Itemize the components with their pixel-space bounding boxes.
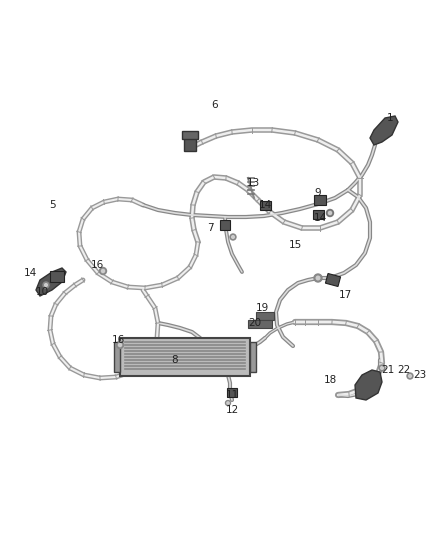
Text: 14: 14 [258,200,272,210]
Text: 14: 14 [23,268,37,278]
Circle shape [326,209,333,216]
Text: 15: 15 [288,240,302,250]
Bar [227,387,237,397]
Bar [184,133,196,151]
Text: 22: 22 [397,365,411,375]
Bar [50,271,64,281]
Text: 23: 23 [413,370,427,380]
Circle shape [328,212,332,215]
Circle shape [102,269,105,272]
Circle shape [314,274,322,282]
Circle shape [227,402,229,404]
Bar [259,200,271,209]
Circle shape [99,268,106,274]
Circle shape [407,373,413,379]
Text: 18: 18 [323,375,337,385]
Text: 21: 21 [381,365,395,375]
Text: 13: 13 [246,178,260,188]
Bar [256,312,274,320]
Text: 20: 20 [248,318,261,328]
Circle shape [43,282,49,288]
Text: 16: 16 [111,335,125,345]
Bar [325,273,341,287]
Circle shape [316,276,320,280]
Circle shape [230,234,236,240]
Circle shape [409,375,411,377]
Polygon shape [370,116,398,145]
Text: 14: 14 [313,213,327,223]
Text: 10: 10 [35,287,49,297]
Circle shape [381,367,383,369]
Bar [114,342,120,372]
Circle shape [117,342,124,349]
Circle shape [232,236,234,238]
Bar [314,195,326,205]
Text: 16: 16 [90,260,104,270]
Circle shape [45,284,47,286]
Text: 8: 8 [172,355,178,365]
Polygon shape [355,370,382,400]
Text: 6: 6 [212,100,218,110]
Circle shape [379,365,385,371]
Text: 5: 5 [49,200,55,210]
Circle shape [118,343,122,346]
Bar [182,131,198,139]
Bar [312,209,324,219]
Text: 1: 1 [387,113,393,123]
Text: 11: 11 [226,390,239,400]
Text: 9: 9 [314,188,321,198]
Text: 7: 7 [207,223,213,233]
Polygon shape [36,268,66,296]
Bar [120,338,250,376]
Text: 19: 19 [255,303,268,313]
Bar [248,320,272,328]
Circle shape [226,400,230,406]
Text: 12: 12 [226,405,239,415]
Text: 17: 17 [339,290,352,300]
Bar [220,220,230,230]
Bar [250,342,256,372]
